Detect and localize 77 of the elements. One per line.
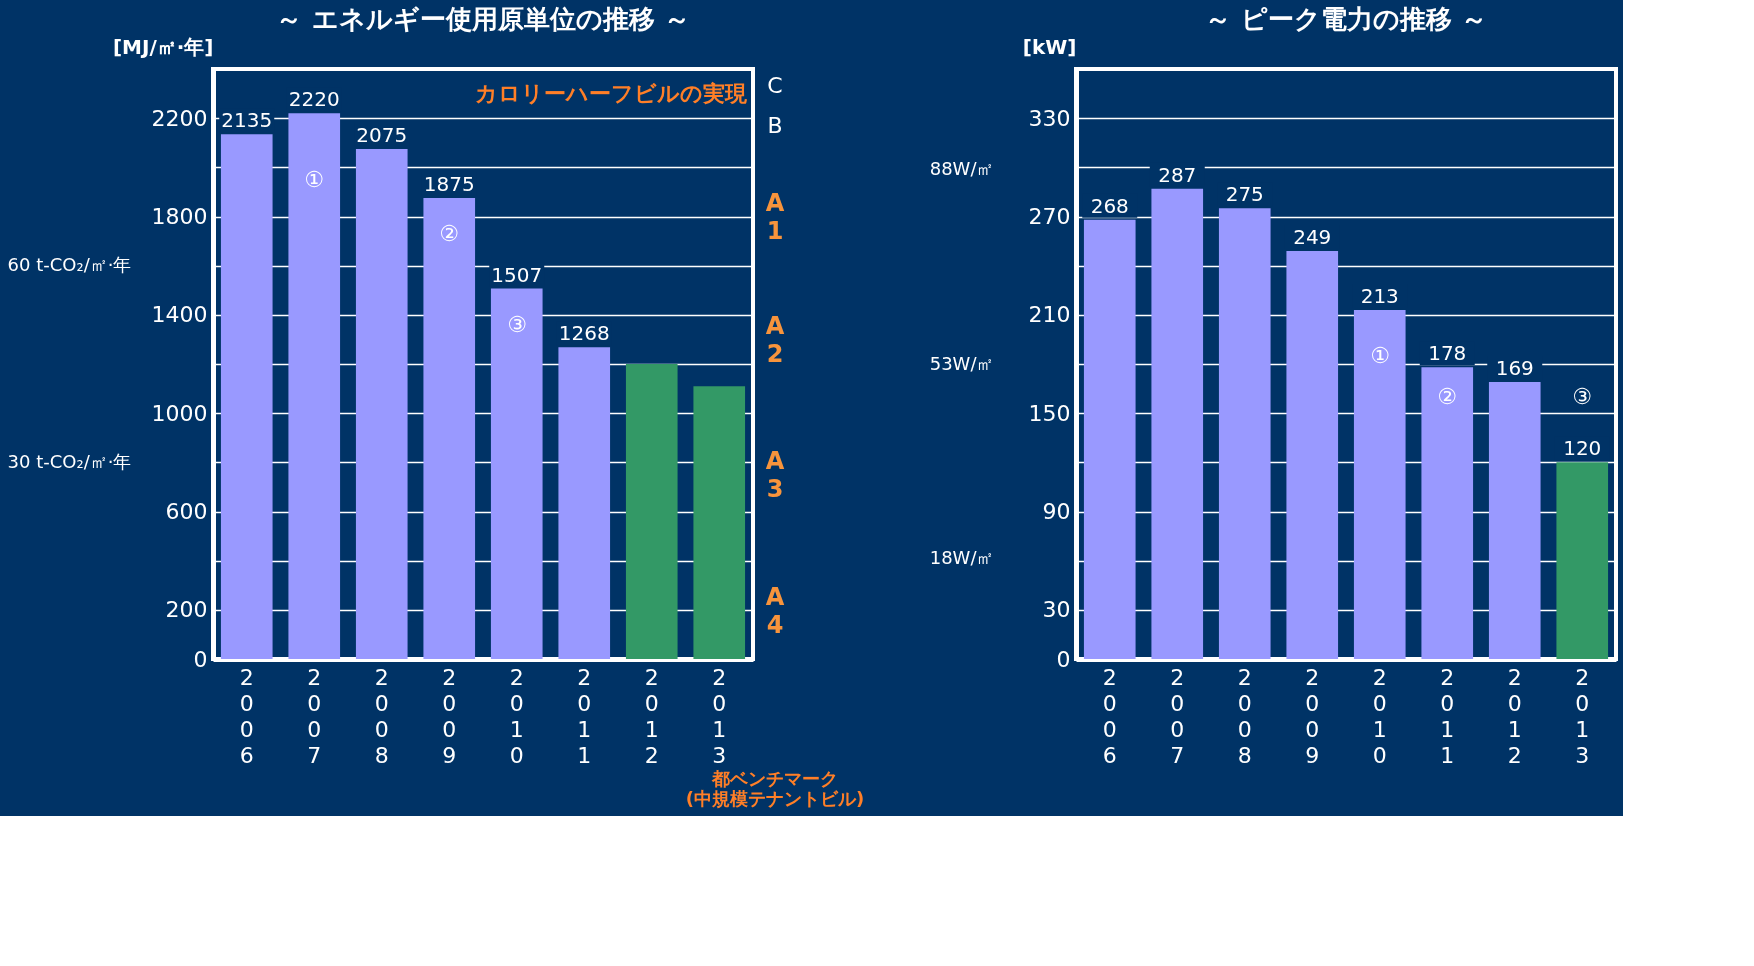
x-tick-label: 2008 bbox=[374, 664, 389, 768]
data-label: 2075 bbox=[356, 122, 408, 147]
data-label: 2220 bbox=[288, 87, 340, 112]
text: 都ベンチマーク (中規模テナントビル) bbox=[685, 768, 865, 809]
data-label: 1875 bbox=[423, 172, 475, 197]
y-tick-label: 1400 bbox=[151, 302, 208, 328]
y-tick-label: 200 bbox=[165, 597, 208, 623]
x-tick-label: 2006 bbox=[239, 664, 254, 768]
x-tick-label: 2013 bbox=[1575, 664, 1590, 768]
x-tick-label: 2009 bbox=[1305, 664, 1320, 768]
y2-tick-label: 60 t-CO₂/㎡·年 bbox=[7, 254, 132, 276]
x-tick-label: 2007 bbox=[1170, 664, 1185, 768]
text: A1 bbox=[765, 189, 785, 245]
y-axis-title: [kW] bbox=[1022, 34, 1077, 59]
text: A4 bbox=[765, 583, 785, 639]
data-label: 287 bbox=[1158, 162, 1197, 187]
text: A3 bbox=[765, 447, 785, 503]
annotation: ③ bbox=[507, 312, 527, 337]
y-tick-label: 210 bbox=[1028, 302, 1071, 328]
y-tick-label: 1800 bbox=[151, 204, 208, 229]
x-tick-label: 2010 bbox=[509, 664, 524, 768]
x-tick-label: 2008 bbox=[1237, 664, 1252, 768]
annotation: カロリーハーフビルの実現 bbox=[475, 81, 748, 106]
bar bbox=[490, 288, 543, 659]
y2-tick-label: 53W/㎡ bbox=[929, 352, 995, 374]
data-label: 213 bbox=[1360, 283, 1399, 308]
chart-title: ～ エネルギー使用原単位の推移 ～ bbox=[276, 4, 690, 34]
text: C bbox=[767, 73, 783, 98]
y-axis-title: [MJ/㎡·年] bbox=[112, 34, 214, 59]
y-tick-label: 270 bbox=[1028, 204, 1071, 229]
x-tick-label: 2013 bbox=[712, 664, 727, 768]
annotation: ② bbox=[439, 221, 459, 246]
text: B bbox=[767, 113, 783, 138]
y-tick-label: 330 bbox=[1028, 105, 1071, 131]
bar bbox=[423, 198, 476, 659]
x-tick-label: 2010 bbox=[1372, 664, 1387, 768]
annotation: ② bbox=[1437, 384, 1457, 409]
data-label: 178 bbox=[1428, 341, 1467, 366]
annotation: ① bbox=[304, 167, 324, 192]
x-tick-label: 2012 bbox=[1507, 664, 1522, 768]
y-tick-label: 1000 bbox=[151, 400, 208, 426]
data-label: 1507 bbox=[491, 262, 543, 287]
bar bbox=[625, 364, 678, 659]
x-tick-label: 2009 bbox=[442, 664, 457, 768]
data-label: 120 bbox=[1563, 436, 1602, 461]
bar bbox=[288, 113, 341, 659]
data-label: 275 bbox=[1225, 182, 1264, 207]
y-tick-label: 90 bbox=[1042, 499, 1071, 524]
y2-tick-label: 88W/㎡ bbox=[929, 157, 995, 179]
x-tick-label: 2012 bbox=[644, 664, 659, 768]
data-label: 1268 bbox=[558, 321, 610, 346]
y-tick-label: 30 bbox=[1042, 597, 1071, 623]
text: A2 bbox=[765, 312, 785, 368]
y-tick-label: 150 bbox=[1028, 400, 1071, 426]
annotation: ① bbox=[1370, 343, 1390, 368]
data-label: 268 bbox=[1090, 193, 1129, 218]
y-tick-label: 600 bbox=[165, 499, 208, 524]
bar bbox=[693, 386, 746, 659]
y-tick-label: 2200 bbox=[151, 105, 208, 131]
chart-title: ～ ピーク電力の推移 ～ bbox=[1205, 4, 1487, 34]
data-label: 249 bbox=[1293, 224, 1332, 249]
bar bbox=[558, 347, 611, 659]
x-tick-label: 2007 bbox=[307, 664, 322, 768]
y2-tick-label: 30 t-CO₂/㎡·年 bbox=[7, 450, 132, 472]
y-tick-label: 0 bbox=[193, 646, 208, 672]
bar bbox=[355, 148, 408, 659]
bar bbox=[1151, 188, 1204, 659]
x-tick-label: 2006 bbox=[1102, 664, 1117, 768]
y-tick-label: 0 bbox=[1056, 646, 1071, 672]
annotation: ③ bbox=[1572, 384, 1592, 409]
y2-tick-label: 18W/㎡ bbox=[929, 547, 995, 569]
data-label: 169 bbox=[1495, 356, 1534, 381]
bar bbox=[1488, 382, 1541, 659]
data-label: 2135 bbox=[221, 108, 273, 133]
x-tick-label: 2011 bbox=[577, 664, 592, 768]
bar bbox=[220, 134, 273, 659]
x-tick-label: 2011 bbox=[1440, 664, 1455, 768]
